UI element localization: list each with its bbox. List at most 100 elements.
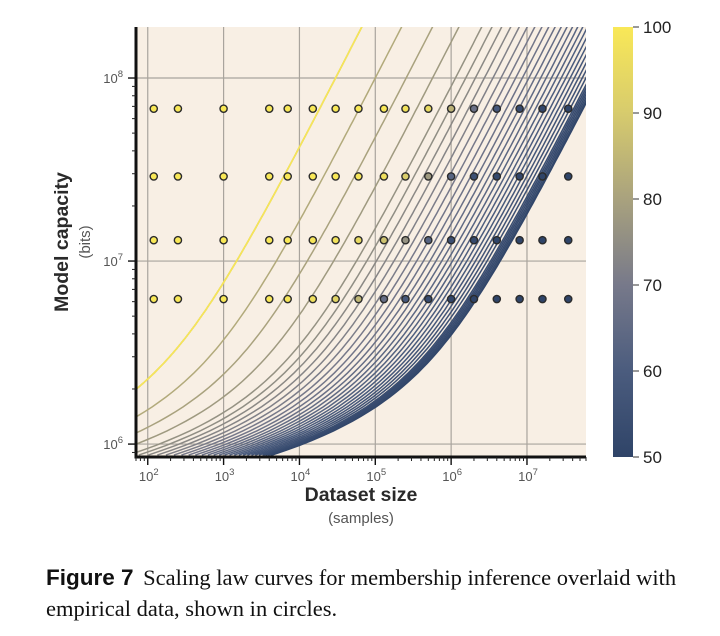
contour-line — [238, 37, 586, 456]
empirical-point — [219, 104, 228, 113]
contour-line — [262, 83, 586, 456]
empirical-point — [538, 235, 547, 245]
empirical-point — [283, 235, 292, 245]
y-tick-label: 106 — [103, 435, 123, 452]
contour-line — [258, 76, 586, 456]
empirical-point — [173, 235, 183, 245]
contour-line — [201, 27, 556, 456]
x-tick-label: 102 — [139, 467, 159, 484]
contour-line — [267, 92, 586, 456]
empirical-point — [401, 172, 410, 181]
colorbar-ticks: 50 60 70 80 90 100 — [633, 18, 671, 467]
empirical-point — [308, 104, 318, 113]
empirical-point — [469, 235, 479, 245]
empirical-point — [283, 104, 292, 113]
empirical-point — [379, 294, 389, 304]
empirical-point — [446, 235, 456, 245]
x-tick-labels: 102 103 104 105 106 107 — [139, 467, 538, 484]
contour-line — [148, 27, 503, 456]
colorbar-tick-label: 100 — [643, 18, 671, 37]
figure-caption: Figure 7 Scaling law curves for membersh… — [46, 562, 686, 624]
empirical-point — [563, 294, 573, 304]
empirical-point — [401, 104, 410, 113]
empirical-point — [424, 294, 433, 304]
colorbar-tick-label: 50 — [643, 448, 662, 467]
contour-lines — [136, 27, 586, 456]
empirical-points — [149, 104, 573, 304]
empirical-point — [446, 172, 456, 181]
colorbar-tick-label: 90 — [643, 104, 662, 123]
empirical-point — [492, 104, 502, 113]
contour-line — [195, 27, 550, 456]
contour-line — [136, 27, 363, 391]
empirical-point — [424, 235, 433, 245]
y-axis-sublabel: (bits) — [77, 225, 94, 258]
y-tick-label: 108 — [103, 69, 123, 86]
colorbar-tick-label: 60 — [643, 362, 662, 381]
contour-line — [138, 27, 493, 456]
empirical-point — [283, 172, 292, 181]
empirical-point — [264, 104, 274, 113]
colorbar — [613, 27, 633, 457]
empirical-point — [173, 294, 183, 304]
contour-line — [181, 27, 536, 456]
empirical-point — [538, 172, 547, 181]
x-axis-sublabel: (samples) — [328, 510, 394, 527]
empirical-point — [515, 172, 524, 181]
empirical-point — [401, 235, 410, 245]
contour-line — [173, 27, 529, 456]
empirical-point — [492, 235, 502, 245]
empirical-point — [446, 294, 456, 304]
empirical-point — [173, 104, 183, 113]
empirical-point — [563, 235, 573, 245]
contour-line — [268, 96, 586, 456]
x-tick-label: 107 — [518, 467, 538, 484]
empirical-point — [515, 235, 524, 245]
empirical-point — [563, 172, 573, 181]
empirical-point — [283, 294, 292, 304]
y-tick-label: 107 — [103, 252, 123, 269]
contour-line — [263, 86, 586, 456]
empirical-point — [308, 294, 318, 304]
contour-line — [136, 27, 434, 434]
caption-text: Scaling law curves for membership infere… — [46, 565, 677, 621]
contour-line — [224, 27, 579, 456]
empirical-point — [424, 104, 433, 113]
y-tick-labels: 106 107 108 — [103, 69, 123, 452]
x-axis-label: Dataset size — [305, 484, 418, 506]
colorbar-tick-label: 70 — [643, 276, 662, 295]
empirical-point — [149, 104, 159, 113]
empirical-point — [264, 172, 274, 181]
empirical-point — [469, 172, 479, 181]
empirical-point — [354, 172, 363, 181]
empirical-point — [469, 294, 479, 304]
empirical-point — [379, 104, 389, 113]
empirical-point — [308, 235, 318, 245]
x-tick-label: 103 — [215, 467, 235, 484]
contour-line — [271, 101, 586, 456]
empirical-point — [331, 294, 340, 304]
figure-label: Figure 7 — [46, 565, 134, 590]
empirical-point — [331, 104, 340, 113]
empirical-point — [469, 104, 479, 113]
x-tick-label: 104 — [291, 467, 311, 484]
empirical-point — [401, 294, 410, 304]
colorbar-tick-label: 80 — [643, 190, 662, 209]
empirical-point — [515, 104, 524, 113]
contour-line — [136, 27, 460, 445]
empirical-point — [354, 235, 363, 245]
empirical-point — [219, 172, 228, 181]
empirical-point — [563, 104, 573, 113]
empirical-point — [149, 294, 159, 304]
axes — [128, 27, 587, 465]
empirical-point — [264, 235, 274, 245]
contour-line — [242, 45, 586, 456]
empirical-point — [331, 172, 340, 181]
empirical-point — [515, 294, 524, 304]
x-tick-label: 105 — [366, 467, 386, 484]
contour-line — [270, 99, 586, 456]
empirical-point — [538, 294, 547, 304]
contour-line — [136, 27, 483, 454]
empirical-point — [424, 172, 433, 181]
empirical-point — [308, 172, 318, 181]
